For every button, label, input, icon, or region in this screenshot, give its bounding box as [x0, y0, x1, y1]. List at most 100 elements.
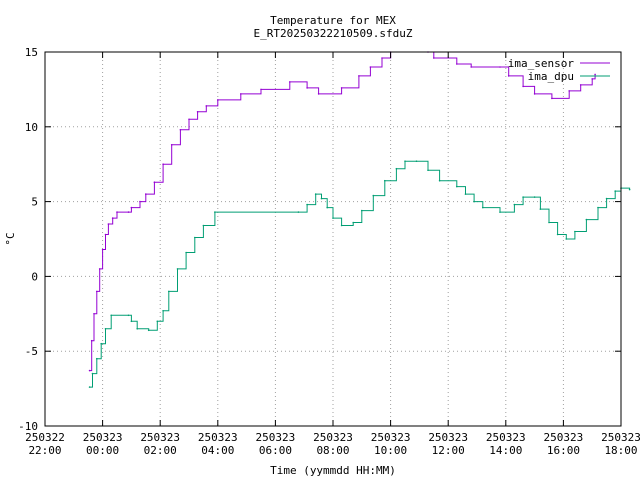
x-tick-label-date: 250323: [486, 431, 526, 444]
y-tick-label: 0: [31, 270, 38, 283]
series-ima_sensor-point: [130, 206, 133, 209]
series-ima_dpu-point: [628, 188, 631, 191]
x-tick-label-time: 18:00: [604, 444, 637, 457]
series-ima_dpu-point: [585, 218, 588, 221]
series-ima_sensor-point: [217, 99, 219, 101]
x-tick-label-time: 10:00: [374, 444, 407, 457]
x-tick-label-time: 22:00: [28, 444, 61, 457]
x-tick-label-time: 00:00: [86, 444, 119, 457]
series-ima_sensor-point: [101, 248, 104, 251]
series-ima_dpu-point: [456, 185, 458, 188]
x-tick-label-date: 250323: [140, 431, 180, 444]
chart-subtitle: E_RT20250322210509.sfduZ: [254, 27, 413, 40]
series-ima_dpu-point: [533, 196, 536, 198]
series-ima_dpu-point: [147, 329, 150, 332]
y-tick-label: -5: [25, 345, 38, 358]
series-ima_sensor-point: [358, 75, 360, 77]
series-ima_dpu-point: [332, 217, 334, 219]
series-ima_dpu-point: [214, 211, 216, 213]
series-ima_sensor-point: [179, 129, 182, 131]
series-ima_dpu-point: [372, 194, 375, 197]
legend-label-ima_sensor: ima_sensor: [508, 57, 575, 70]
series-ima_sensor-point: [594, 73, 596, 76]
x-tick-label-date: 250323: [313, 431, 353, 444]
y-tick-label: -10: [18, 420, 38, 433]
series-ima_dpu-point: [185, 251, 187, 254]
series-ima_sensor-point: [306, 87, 308, 89]
x-tick-label-date: 250323: [256, 431, 296, 444]
series-ima_dpu-point: [352, 221, 355, 224]
x-tick-label-time: 02:00: [144, 444, 177, 457]
chart-title: Temperature for MEX: [270, 14, 396, 27]
series-ima_dpu-point: [473, 200, 475, 203]
series-ima_dpu-point: [91, 372, 94, 375]
x-tick-label-time: 14:00: [489, 444, 522, 457]
series-ima_sensor-point: [579, 84, 582, 86]
series-ima_sensor-point: [111, 217, 114, 219]
series-ima_sensor-point: [127, 211, 130, 213]
series-ima_dpu-point: [427, 169, 429, 171]
series-ima_sensor-point: [170, 144, 173, 146]
series-ima_sensor-point: [551, 97, 553, 100]
x-tick-label-time: 06:00: [259, 444, 292, 457]
series-ima_dpu-point: [88, 386, 91, 388]
series-ima_dpu-point: [326, 206, 329, 209]
y-tick-label: 15: [25, 46, 38, 59]
series-ima_dpu-point: [100, 342, 102, 345]
legend-label-ima_dpu: ima_dpu: [528, 70, 574, 83]
series-ima_dpu-point: [127, 314, 130, 317]
series-ima_dpu-point: [556, 233, 559, 236]
series-ima_sensor-point: [153, 181, 156, 183]
series-ima_dpu-point: [539, 208, 542, 210]
series-ima_sensor-point: [145, 193, 147, 195]
series-ima_dpu-point: [176, 268, 179, 270]
series-ima_dpu-point: [548, 221, 550, 224]
series-ima_sensor-point: [433, 57, 435, 59]
series-ima_dpu-point: [404, 160, 406, 162]
series-ima_dpu-point: [110, 314, 112, 317]
series-ima_sensor-point: [205, 105, 208, 107]
series-ima_dpu-point: [574, 230, 576, 233]
series-ima_sensor-point: [93, 313, 95, 315]
x-tick-label-time: 04:00: [201, 444, 234, 457]
x-tick-label-time: 12:00: [432, 444, 465, 457]
series-ima_sensor-point: [568, 90, 570, 92]
series-ima_sensor-point: [470, 66, 473, 68]
x-tick-label-date: 250323: [198, 431, 238, 444]
series-ima_sensor-point: [456, 63, 458, 65]
x-tick-label-date: 250322: [25, 431, 65, 444]
series-ima_dpu-point: [156, 320, 159, 323]
x-tick-label-date: 250323: [601, 431, 640, 444]
series-ima_sensor-point: [240, 93, 242, 95]
series-ima_sensor-point: [507, 75, 510, 77]
series-ima_sensor-point: [196, 111, 199, 113]
x-tick-label-date: 250323: [428, 431, 468, 444]
series-ima_sensor-point: [162, 163, 164, 165]
series-ima_sensor-point: [591, 78, 593, 80]
series-ima_dpu-point: [597, 206, 599, 209]
series-ima_sensor-point: [88, 369, 91, 372]
series-ima_dpu-point: [395, 167, 398, 170]
y-tick-label: 5: [31, 196, 38, 209]
series-ima_sensor-point: [104, 233, 107, 236]
series-ima_dpu-point: [565, 238, 568, 240]
series-ima_sensor-point: [317, 93, 320, 95]
series-ima_dpu-point: [96, 357, 98, 360]
series-ima_dpu-point: [194, 236, 196, 239]
series-ima_dpu-point: [605, 197, 608, 200]
series-ima_dpu-point: [130, 320, 133, 323]
x-tick-label-date: 250323: [371, 431, 411, 444]
series-ima_dpu-point: [320, 197, 323, 200]
series-ima_dpu-point: [306, 203, 308, 206]
series-ima_dpu-point: [384, 179, 386, 182]
series-ima_dpu-point: [340, 224, 343, 227]
series-ima_dpu-point: [482, 206, 484, 209]
series-ima_dpu-point: [202, 224, 205, 227]
series-ima_dpu-point: [522, 196, 524, 198]
series-ima_sensor-point: [381, 57, 383, 59]
series-ima_dpu-point: [314, 193, 317, 195]
series-ima_sensor-point: [90, 339, 93, 342]
series-ima_sensor-point: [260, 88, 262, 91]
